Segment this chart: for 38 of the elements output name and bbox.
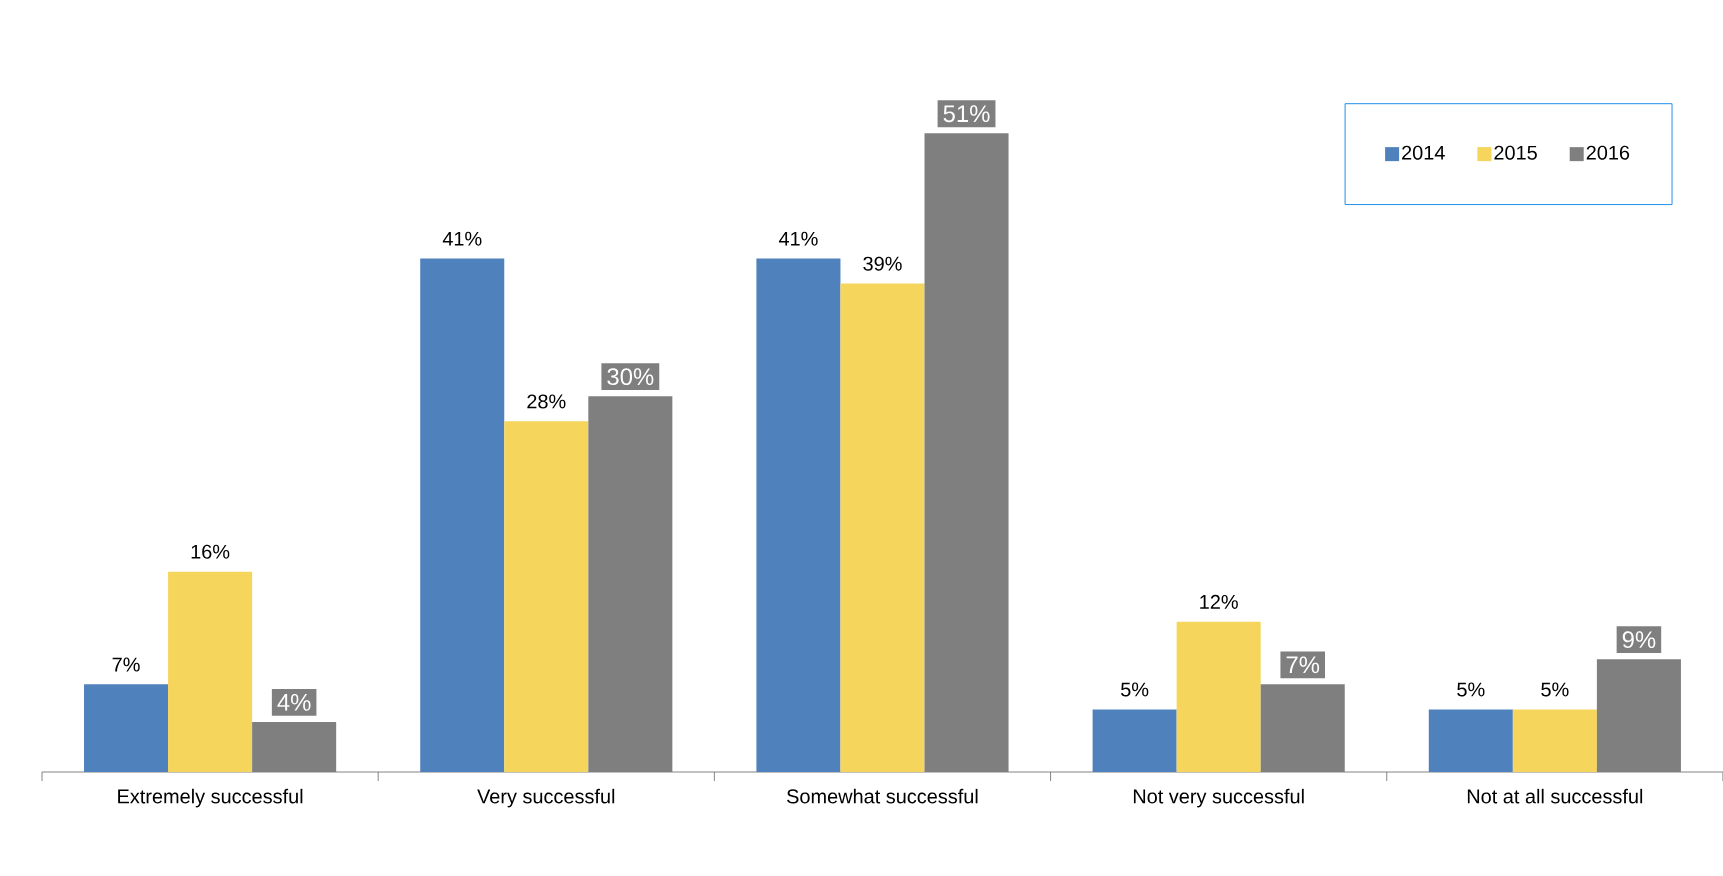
bar [168, 571, 253, 772]
x-tick-label: Extremely successful [118, 788, 303, 808]
data-label: 5% [1457, 682, 1485, 697]
bar [252, 721, 337, 772]
data-label: 5% [1121, 682, 1149, 697]
data-label: 5% [1541, 682, 1569, 697]
data-label: 51% [943, 105, 990, 123]
data-label: 39% [863, 256, 902, 271]
bar [1428, 709, 1513, 772]
x-tick-label: Very successful [477, 788, 615, 808]
bar [924, 133, 1009, 772]
bar [1260, 684, 1345, 772]
data-label: 41% [778, 231, 818, 246]
x-tick-label: Not very successful [1133, 788, 1304, 808]
bar [84, 684, 169, 772]
data-label: 16% [191, 544, 230, 559]
legend-label: 2014 [1402, 145, 1445, 160]
data-label: 7% [112, 657, 140, 672]
data-label: 30% [607, 368, 654, 386]
x-tick-label: Somewhat successful [787, 788, 978, 804]
bar [1596, 659, 1681, 772]
data-label: 28% [527, 394, 566, 409]
bar [420, 258, 505, 772]
bar [840, 283, 925, 772]
legend-label: 2016 [1586, 145, 1630, 160]
data-label: 4% [277, 693, 311, 711]
bar [1512, 709, 1597, 772]
data-label: 12% [1200, 594, 1238, 609]
bar [756, 258, 841, 772]
bar [1092, 709, 1177, 772]
data-label: 7% [1286, 656, 1320, 674]
x-tick-label: Not at all successful [1467, 788, 1643, 804]
bar [588, 396, 673, 772]
bar [504, 421, 589, 772]
bar [1176, 621, 1261, 772]
legend-label: 2015 [1494, 145, 1537, 160]
data-label: 41% [442, 231, 482, 246]
data-label: 9% [1622, 631, 1656, 649]
